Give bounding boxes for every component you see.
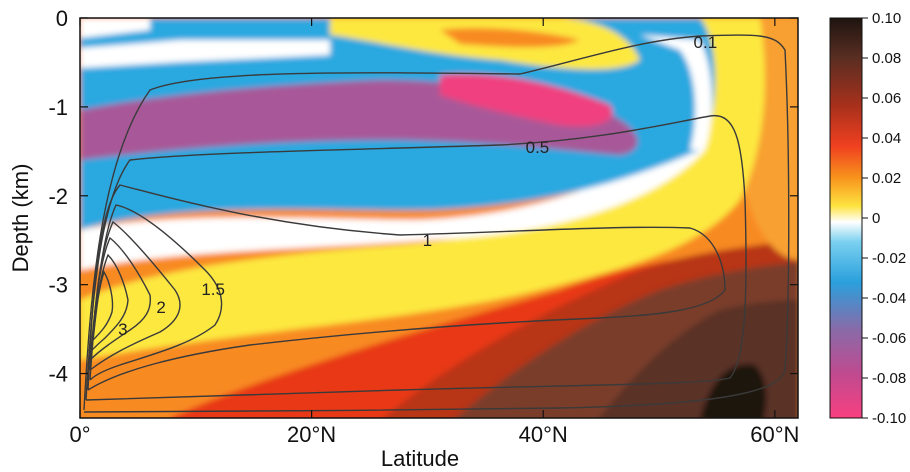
x-tick-label: 0° xyxy=(69,422,90,447)
contour-label: 0.1 xyxy=(694,33,718,52)
colorbar-tick-label: -0.08 xyxy=(872,370,906,387)
x-tick-label: 20°N xyxy=(287,422,336,447)
colorbar-tick-label: 0.08 xyxy=(872,50,901,67)
colorbar-tick-label: 0.10 xyxy=(872,10,901,27)
contour-label: 3 xyxy=(118,320,127,339)
contour-label: 1.5 xyxy=(201,280,225,299)
y-tick-label: -1 xyxy=(48,95,68,120)
colorbar-tick-label: 0 xyxy=(872,210,880,227)
colorbar-tick-label: -0.10 xyxy=(872,410,906,427)
colorbar-tick-label: 0.04 xyxy=(872,130,901,147)
y-tick-label: -4 xyxy=(48,362,68,387)
colorbar-tick-label: -0.02 xyxy=(872,250,906,267)
plot-frame xyxy=(79,17,799,419)
y-tick-label: -2 xyxy=(48,184,68,209)
colorbar-ticks: 0.10 0.08 0.06 0.04 0.02 0 -0.02 -0.04 -0.06 -0.0… xyxy=(862,10,906,427)
colorbar-tick-label: 0.06 xyxy=(872,90,901,107)
contour-labels: 0.1 0.5 1 1.5 2 3 xyxy=(118,33,717,339)
colorbar xyxy=(829,17,863,419)
contours xyxy=(83,34,790,413)
axis-ticks: 0° 20°N 40°N 60°N 0 -1 -2 -3 -4 xyxy=(48,6,799,447)
field-layers xyxy=(80,18,798,418)
colorbar-tick-label: 0.02 xyxy=(872,170,901,187)
x-tick-label: 60°N xyxy=(750,422,799,447)
contour-label: 0.5 xyxy=(526,138,550,157)
y-tick-label: -3 xyxy=(48,273,68,298)
x-axis-label: Latitude xyxy=(381,446,459,471)
y-tick-label: 0 xyxy=(56,6,68,31)
contour-label: 2 xyxy=(156,298,165,317)
y-axis-label: Depth (km) xyxy=(8,164,33,273)
x-tick-label: 40°N xyxy=(519,422,568,447)
colorbar-tick-label: -0.04 xyxy=(872,290,906,307)
contour-label: 1 xyxy=(423,231,432,250)
colorbar-tick-label: -0.06 xyxy=(872,330,906,347)
